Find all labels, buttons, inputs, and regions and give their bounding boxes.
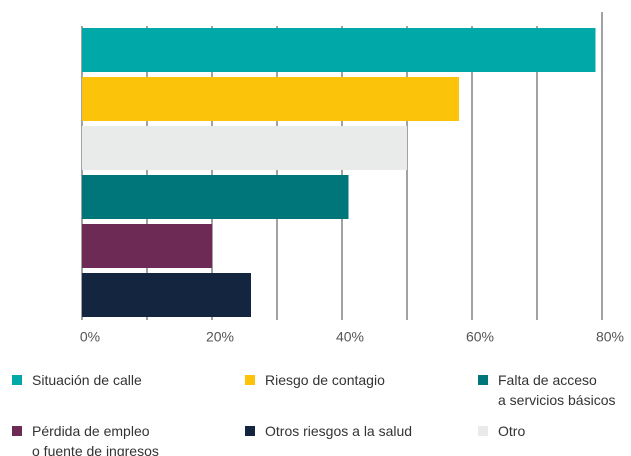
legend-swatch	[12, 375, 22, 385]
x-tick-label: 0%	[80, 329, 100, 345]
legend-swatch	[12, 426, 22, 436]
legend-label: Falta de acceso a servicios básicos	[498, 372, 616, 408]
legend-label: Situación de calle	[32, 372, 142, 388]
legend-swatch	[478, 426, 488, 436]
legend-label: Riesgo de contagio	[265, 372, 385, 388]
legend-swatch	[245, 375, 255, 385]
x-tick-label: 80%	[596, 329, 624, 345]
legend-label: Pérdida de empleo o fuente de ingresos	[32, 423, 159, 456]
x-tick-label: 60%	[466, 329, 494, 345]
bar	[82, 273, 251, 317]
x-tick-label: 40%	[336, 329, 364, 345]
bar	[82, 175, 349, 219]
legend-label: Otros riesgos a la salud	[265, 423, 413, 439]
legend-label: Otro	[498, 423, 526, 439]
bar	[82, 224, 212, 268]
bar	[82, 77, 459, 121]
x-tick-label: 20%	[206, 329, 234, 345]
bar	[82, 28, 596, 72]
legend-swatch	[245, 426, 255, 436]
bar	[82, 126, 407, 170]
legend-swatch	[478, 375, 488, 385]
